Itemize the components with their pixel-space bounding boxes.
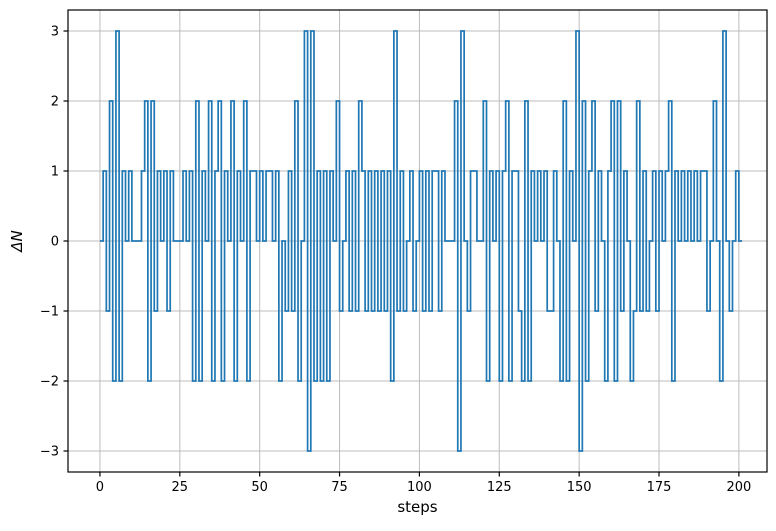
y-tick-label: 2 <box>51 95 59 110</box>
x-axis-label: steps <box>397 498 437 516</box>
tick-labels: 0 25 50 75 100 125 150 175 200 −3 −2 −1 0 1 2 3 <box>40 25 751 496</box>
x-tick-label: 150 <box>567 480 592 495</box>
x-tick-label: 175 <box>647 480 672 495</box>
x-tick-label: 125 <box>487 480 512 495</box>
y-tick-label: 3 <box>51 25 59 40</box>
x-tick-label: 25 <box>172 480 189 495</box>
y-tick-label: −2 <box>40 375 59 390</box>
data-line <box>99 30 743 452</box>
x-tick-label: 100 <box>407 480 432 495</box>
y-tick-label: 1 <box>51 165 59 180</box>
tick-marks <box>63 30 740 477</box>
y-tick-label: 0 <box>51 235 59 250</box>
x-tick-label: 75 <box>331 480 348 495</box>
x-tick-label: 0 <box>96 480 104 495</box>
x-tick-label: 50 <box>251 480 268 495</box>
x-tick-label: 200 <box>726 480 751 495</box>
y-tick-label: −3 <box>40 445 59 460</box>
y-tick-label: −1 <box>40 305 59 320</box>
y-axis-label: ΔN <box>8 230 26 252</box>
